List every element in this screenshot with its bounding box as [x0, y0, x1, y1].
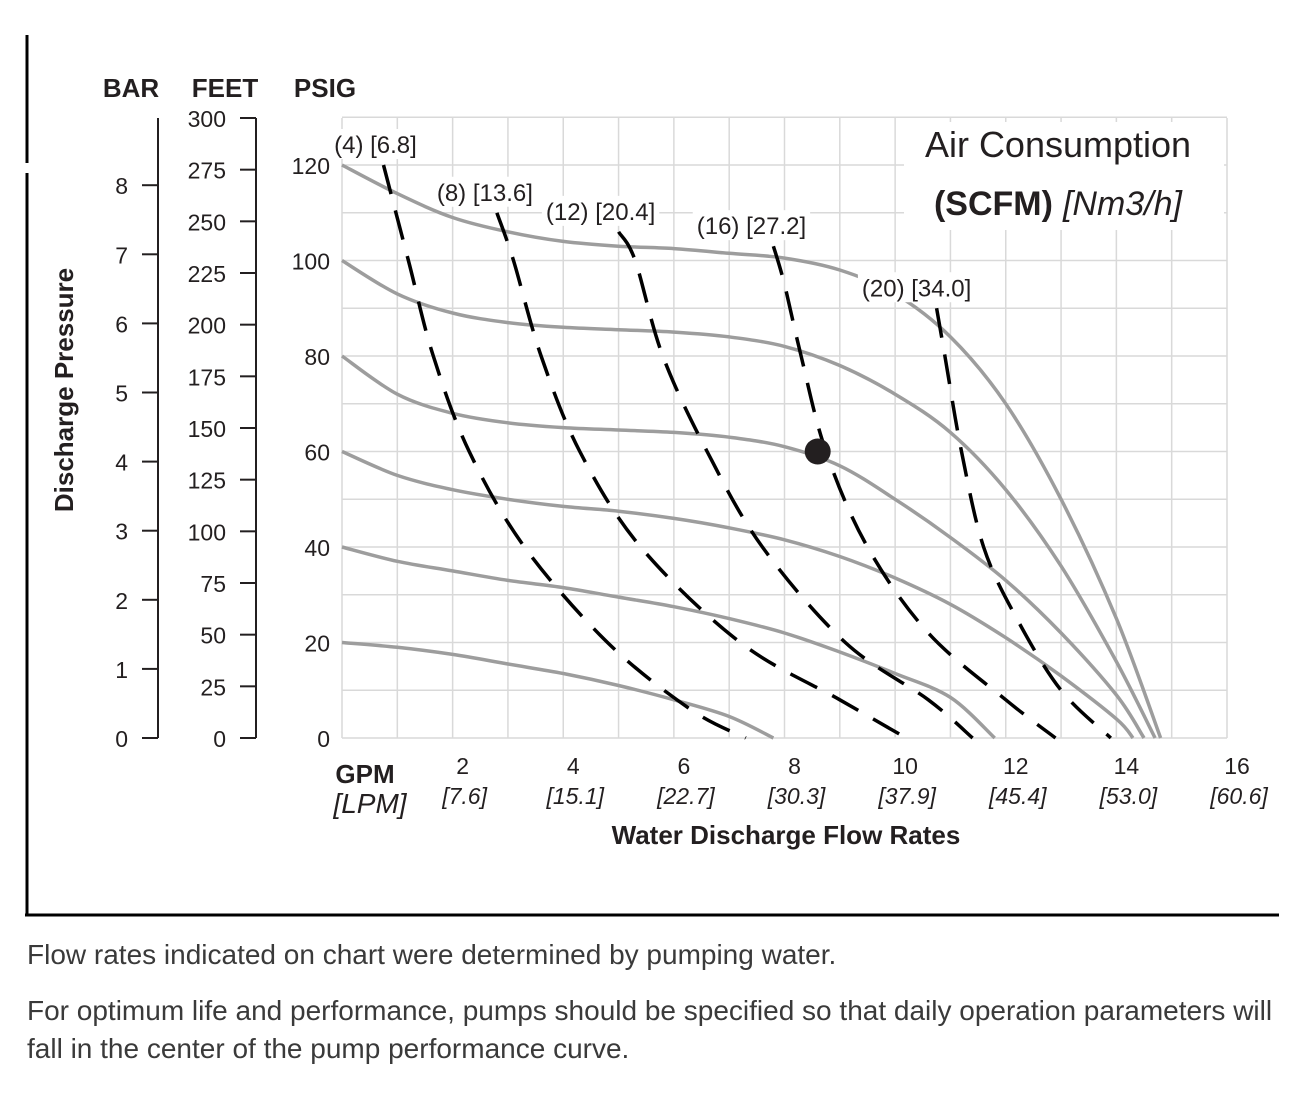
air-curve-label: (8) [13.6] — [437, 180, 533, 207]
bar-axis-label: BAR — [103, 73, 160, 103]
bar-tick-label: 8 — [115, 173, 128, 199]
psig-tick-label: 40 — [304, 535, 330, 561]
title-unit-metric: [Nm3/h] — [1062, 185, 1184, 223]
title-background — [904, 122, 1224, 230]
feet-tick-label: 225 — [188, 261, 226, 287]
x-unit-metric-label: [LPM] — [332, 788, 407, 819]
x-tick-metric-label: [30.3] — [767, 783, 826, 809]
feet-tick-label: 250 — [188, 209, 226, 235]
feet-tick-label: 25 — [200, 674, 226, 700]
bar-tick-label: 1 — [115, 657, 128, 683]
psig-tick-label: 60 — [304, 440, 330, 466]
air-curve-label: (4) [6.8] — [334, 132, 417, 159]
operating-point-marker — [804, 438, 831, 465]
air-curve-20-34-0 — [934, 307, 1113, 740]
chart-title: Air Consumption — [925, 124, 1191, 165]
feet-tick-label: 0 — [213, 726, 226, 752]
x-tick-label: 12 — [1003, 753, 1029, 779]
pump-performance-chart: 0204060801001200255075100125150175200225… — [25, 35, 1279, 917]
x-tick-label: 14 — [1114, 753, 1140, 779]
air-curve-12-20-4 — [617, 230, 974, 740]
x-tick-metric-label: [37.9] — [877, 783, 936, 809]
footnote-flow-rates: Flow rates indicated on chart were deter… — [27, 939, 837, 970]
pressure-curve-80-psig — [341, 354, 1146, 739]
feet-tick-label: 300 — [188, 106, 226, 132]
x-tick-label: 4 — [567, 753, 580, 779]
x-axis-title: Water Discharge Flow Rates — [612, 820, 961, 850]
axes: 0204060801001200255075100125150175200225… — [115, 106, 1268, 809]
bar-tick-label: 7 — [115, 242, 128, 268]
y-axis-title: Discharge Pressure — [49, 268, 79, 512]
air-curve-label-bg — [857, 272, 976, 303]
feet-tick-label: 175 — [188, 364, 226, 390]
psig-tick-label: 100 — [292, 249, 330, 275]
psig-tick-label: 0 — [317, 726, 330, 752]
feet-tick-label: 125 — [188, 468, 226, 494]
x-tick-label: 10 — [892, 753, 918, 779]
chart-title-unit: (SCFM) [Nm3/h] — [934, 185, 1184, 223]
air-curve-16-27-2 — [771, 245, 1057, 740]
bar-tick-label: 0 — [115, 726, 128, 752]
air-curve-label-bg — [692, 210, 811, 241]
bar-tick-label: 6 — [115, 311, 128, 337]
air-curve-label-bg — [330, 129, 421, 159]
air-curve-label: (20) [34.0] — [862, 275, 971, 302]
feet-tick-label: 275 — [188, 158, 226, 184]
x-tick-metric-label: [53.0] — [1099, 783, 1158, 809]
feet-axis-label: FEET — [192, 73, 259, 103]
feet-tick-label: 150 — [188, 416, 226, 442]
psig-tick-label: 20 — [304, 631, 330, 657]
air-curve-label: (16) [27.2] — [697, 213, 806, 240]
x-tick-metric-label: [15.1] — [545, 783, 604, 809]
x-tick-metric-label: [45.4] — [988, 783, 1047, 809]
psig-axis-label: PSIG — [294, 73, 356, 103]
x-unit-label: GPM — [335, 759, 394, 789]
air-curve-4-6-8 — [381, 164, 747, 740]
psig-tick-label: 80 — [304, 344, 330, 370]
x-tick-label: 2 — [456, 753, 469, 779]
feet-tick-label: 200 — [188, 313, 226, 339]
footnote-optimum-life: For optimum life and performance, pumps … — [27, 995, 1273, 1064]
air-curve-8-13-6 — [495, 212, 908, 740]
feet-tick-label: 50 — [200, 623, 226, 649]
x-tick-label: 8 — [788, 753, 801, 779]
feet-tick-label: 75 — [200, 571, 226, 597]
x-tick-metric-label: [22.7] — [656, 783, 715, 809]
pressure-curve-120-psig — [341, 163, 1163, 739]
bar-tick-label: 3 — [115, 519, 128, 545]
pressure-curve-100-psig — [341, 259, 1157, 739]
pressure-curve-40-psig — [341, 545, 996, 740]
air-consumption-curves — [381, 164, 1113, 740]
x-tick-label: 6 — [677, 753, 690, 779]
air-curve-label: (12) [20.4] — [546, 199, 655, 226]
title-unit-bold: (SCFM) — [934, 185, 1053, 223]
pressure-curve-20-psig — [341, 640, 775, 740]
x-tick-metric-label: [60.6] — [1209, 783, 1268, 809]
bar-tick-label: 2 — [115, 588, 128, 614]
bar-tick-label: 5 — [115, 381, 128, 407]
pressure-curves — [341, 163, 1163, 740]
air-curve-label-bg — [432, 176, 537, 207]
x-tick-label: 16 — [1224, 753, 1250, 779]
psig-tick-label: 120 — [292, 153, 330, 179]
pressure-curve-60-psig — [341, 449, 1135, 740]
feet-tick-label: 100 — [188, 519, 226, 545]
bar-tick-label: 4 — [115, 450, 128, 476]
curve-labels: (4) [6.8] (8) [13.6] (12) [20.4] (16) [27.2… — [330, 129, 976, 303]
air-curve-label-bg — [541, 195, 660, 226]
x-tick-metric-label: [7.6] — [441, 783, 487, 809]
